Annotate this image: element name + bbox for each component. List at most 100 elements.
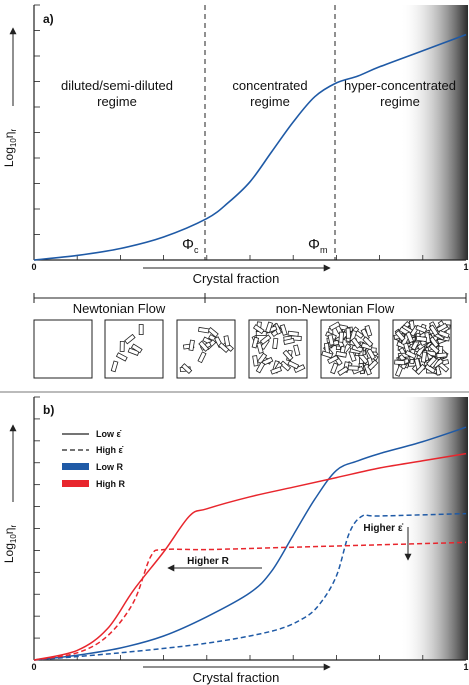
higher-strain-label: Higher ε̇: [363, 523, 403, 534]
higher-r-label: Higher R: [187, 556, 229, 567]
crystal: [198, 340, 210, 352]
crystal: [347, 365, 359, 371]
crystal: [287, 330, 299, 337]
legend-high-r-swatch: [62, 480, 89, 487]
crystal: [415, 363, 427, 376]
crystal: [424, 363, 436, 374]
panel-b-x-end: 1: [463, 662, 468, 672]
panel-a-shade: [400, 5, 468, 260]
crystal: [283, 337, 295, 346]
suspension-box-5: [320, 319, 380, 379]
crystal: [428, 324, 439, 337]
panel-b-series-4: [33, 541, 467, 661]
crystal: [256, 352, 268, 365]
crystal: [428, 343, 440, 355]
crystal: [127, 347, 140, 356]
crystal: [265, 321, 273, 334]
panel-b-series-3: [33, 452, 467, 661]
crystal: [197, 351, 207, 364]
regime-conc-line2: regime: [250, 94, 290, 109]
legend-low-strain-label: Low ε̇: [96, 429, 122, 439]
crystal: [415, 324, 428, 334]
crystal: [437, 329, 450, 339]
panel-a-x-start: 0: [31, 262, 36, 272]
crystal: [130, 343, 143, 354]
crystal: [251, 336, 260, 349]
panel-a-curve: [33, 33, 467, 261]
panel-a-xlabel: Crystal fraction: [193, 271, 280, 286]
crystal: [218, 342, 230, 354]
crystal: [327, 354, 339, 365]
crystal: [138, 324, 144, 335]
crystal: [287, 360, 300, 370]
crystal: [335, 350, 348, 358]
panel-b-curves: [33, 426, 467, 661]
crystal: [327, 334, 335, 346]
crystal: [293, 344, 301, 357]
legend-high-strain-label: High ε̇: [96, 445, 124, 455]
crystal: [252, 355, 259, 367]
crystal: [328, 321, 341, 331]
panel-a: a) Log10ηr diluted/semi-diluted regime c…: [2, 4, 469, 379]
crystal: [188, 339, 195, 352]
crystal: [110, 360, 119, 373]
flow-newtonian-label: Newtonian Flow: [73, 301, 166, 316]
crystal: [394, 359, 406, 366]
legend-low-r-label: Low R: [96, 462, 123, 472]
regime-dilute-line1: diluted/semi-diluted: [61, 78, 173, 93]
crystal: [282, 349, 294, 362]
suspension-box-6: [392, 319, 452, 379]
crystal: [367, 359, 379, 371]
panel-b-x-ticks: [76, 655, 424, 660]
panel-a-label: a): [43, 12, 54, 26]
crystal: [124, 333, 136, 345]
suspension-box-3: [176, 319, 236, 379]
regime-hyper-line1: hyper-concentrated: [344, 78, 456, 93]
crystal: [198, 326, 210, 334]
regime-dilute-line2: regime: [97, 94, 137, 109]
panel-a-ylabel: Log10ηr: [2, 129, 18, 168]
crystal: [252, 324, 265, 335]
panel-a-x-ticks: [76, 255, 424, 260]
crystal: [270, 366, 283, 375]
flow-non-newtonian-label: non-Newtonian Flow: [276, 301, 395, 316]
crystal: [279, 324, 288, 336]
crystal: [436, 322, 448, 333]
suspension-box-1: [33, 319, 93, 379]
crystal: [415, 335, 428, 342]
panel-b-series-2: [33, 512, 467, 661]
crystal: [272, 337, 279, 350]
panel-b-y-ticks: [34, 396, 40, 639]
panel-b-xlabel: Crystal fraction: [193, 670, 280, 685]
phi-c-label: Φc: [182, 236, 199, 255]
crystal: [338, 331, 345, 343]
panel-b-ylabel: Log10ηr: [2, 525, 18, 564]
crystal: [404, 349, 417, 360]
crystal: [420, 351, 428, 363]
crystal: [362, 336, 374, 348]
panel-b-x-start: 0: [31, 662, 36, 672]
crystal: [337, 366, 349, 376]
panel-b: b) Log10ηr Low ε̇ High ε̇ Low R High R H…: [2, 396, 469, 685]
legend-low-r-swatch: [62, 463, 89, 470]
crystal: [364, 324, 373, 337]
crystal: [119, 340, 125, 352]
panel-b-series-1: [33, 426, 467, 661]
suspension-box-2: [104, 319, 164, 379]
crystal: [436, 352, 448, 359]
crystal: [181, 363, 193, 375]
legend-high-r-label: High R: [96, 479, 125, 489]
panel-a-y-ticks: [34, 4, 40, 235]
suspension-box-4: [248, 319, 308, 379]
regime-hyper-line2: regime: [380, 94, 420, 109]
crystal: [279, 360, 292, 372]
crystal: [255, 361, 266, 374]
crystal: [321, 350, 334, 359]
crystal: [350, 337, 362, 349]
crystal: [394, 330, 406, 342]
crystal: [223, 335, 231, 347]
phi-m-label: Φm: [308, 236, 327, 255]
crystal: [426, 355, 438, 368]
panel-b-label: b): [43, 403, 54, 417]
